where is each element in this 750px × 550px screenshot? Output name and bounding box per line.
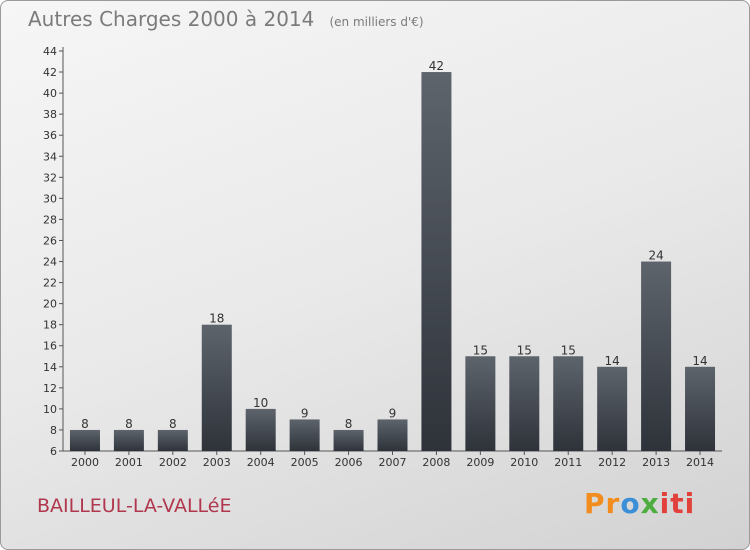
bar xyxy=(69,429,100,451)
x-tick-label: 2014 xyxy=(686,456,714,469)
x-tick-label: 2007 xyxy=(379,456,407,469)
bar xyxy=(201,324,232,451)
y-tick-label: 14 xyxy=(43,361,57,374)
x-tick-label: 2010 xyxy=(510,456,538,469)
data-label: 15 xyxy=(561,343,576,357)
y-tick-label: 40 xyxy=(43,87,57,100)
data-label: 8 xyxy=(81,417,89,431)
x-tick-label: 2002 xyxy=(159,456,187,469)
axes: 6 8 10 12 14 16 18 20 22 24 26 28 30 32 34 36 38 40 42 44 20… xyxy=(43,45,722,469)
bar xyxy=(465,356,496,451)
y-tick-label: 22 xyxy=(43,277,57,290)
y-tick-label: 8 xyxy=(50,424,57,437)
x-tick-label: 2005 xyxy=(291,456,319,469)
logo-part: x xyxy=(640,487,660,520)
y-tick-label: 38 xyxy=(43,108,57,121)
bar xyxy=(113,429,144,451)
bar xyxy=(289,419,320,451)
y-tick-label: 24 xyxy=(43,256,57,269)
bar xyxy=(685,366,716,451)
x-tick-label: 2001 xyxy=(115,456,143,469)
bar xyxy=(245,408,276,451)
y-tick-label: 20 xyxy=(43,298,57,311)
data-label: 8 xyxy=(345,417,353,431)
bar xyxy=(553,356,584,451)
x-tick-label: 2004 xyxy=(247,456,275,469)
y-tick-label: 12 xyxy=(43,382,57,395)
x-tick-label: 2003 xyxy=(203,456,231,469)
y-tick-label: 18 xyxy=(43,319,57,332)
data-label: 15 xyxy=(517,343,532,357)
data-label: 8 xyxy=(125,417,133,431)
chart-title: Autres Charges 2000 à 2014 xyxy=(28,7,315,31)
x-tick-label: 2006 xyxy=(335,456,363,469)
y-tick-label: 32 xyxy=(43,171,57,184)
data-labels: 8 8 8 18 10 9 8 9 42 15 15 15 14 24 14 xyxy=(81,59,708,431)
chart-unit-note: (en milliers d'€) xyxy=(329,15,424,29)
logo-part: iti xyxy=(659,487,696,520)
data-label: 42 xyxy=(429,59,444,73)
x-tick-label: 2013 xyxy=(642,456,670,469)
x-tick-label: 2012 xyxy=(598,456,626,469)
proxiti-logo: Proxiti xyxy=(584,487,695,520)
data-label: 24 xyxy=(648,249,663,263)
data-label: 14 xyxy=(605,354,620,368)
y-tick-label: 26 xyxy=(43,234,57,247)
y-tick-label: 44 xyxy=(43,45,57,58)
bar xyxy=(333,429,364,451)
chart-title-block: Autres Charges 2000 à 2014 (en milliers … xyxy=(28,7,424,31)
data-label: 14 xyxy=(692,354,707,368)
x-tick-label: 2008 xyxy=(422,456,450,469)
commune-name: BAILLEUL-LA-VALLéE xyxy=(37,495,232,517)
bar xyxy=(377,419,408,451)
bar xyxy=(509,356,540,451)
bar xyxy=(641,261,672,451)
logo-part: o xyxy=(620,487,641,520)
bar xyxy=(597,366,628,451)
data-label: 9 xyxy=(301,406,309,420)
y-tick-label: 16 xyxy=(43,340,57,353)
logo-part: Pr xyxy=(584,487,621,520)
bars xyxy=(69,72,716,451)
y-tick-label: 30 xyxy=(43,192,57,205)
bar xyxy=(157,429,188,451)
y-tick-label: 28 xyxy=(43,213,57,226)
x-tick-label: 2000 xyxy=(71,456,99,469)
y-tick-label: 34 xyxy=(43,150,57,163)
x-tick-label: 2011 xyxy=(554,456,582,469)
y-tick-label: 10 xyxy=(43,403,57,416)
data-label: 9 xyxy=(389,406,397,420)
y-tick-label: 36 xyxy=(43,129,57,142)
data-label: 18 xyxy=(209,312,224,326)
data-label: 10 xyxy=(253,396,268,410)
x-tick-label: 2009 xyxy=(466,456,494,469)
y-tick-label: 42 xyxy=(43,66,57,79)
data-label: 8 xyxy=(169,417,177,431)
data-label: 15 xyxy=(473,343,488,357)
y-tick-label: 6 xyxy=(50,445,57,458)
bar xyxy=(421,72,452,451)
